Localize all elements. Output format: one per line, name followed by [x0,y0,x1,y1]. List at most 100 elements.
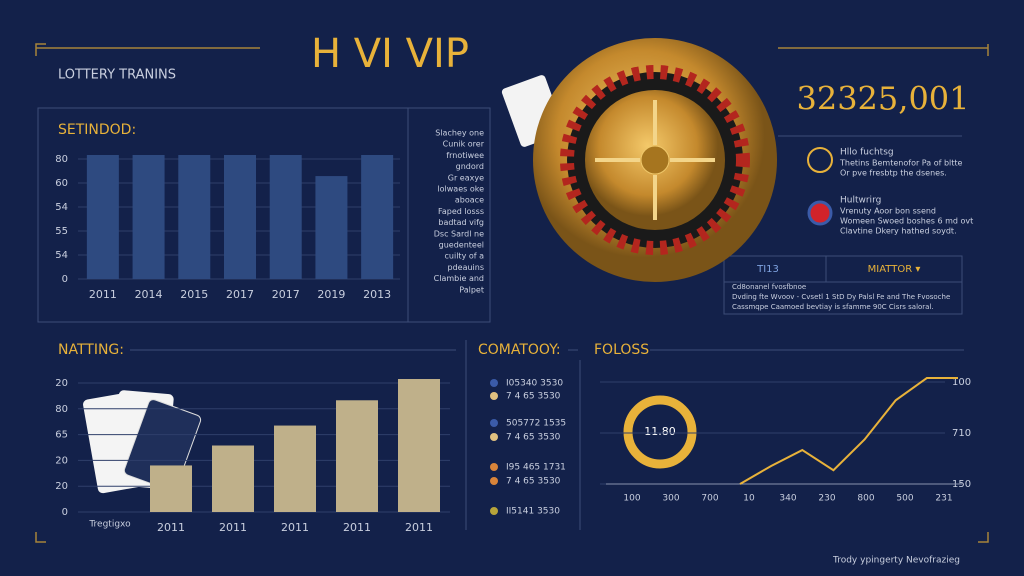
side-note: cuilty of a [445,252,485,261]
note-line: Dvding fte Wvoov - Cvsetl 1 StD Dy Palsl… [732,293,950,301]
legend-text: 7 4 65 3530 [506,477,561,487]
gauge [623,395,697,469]
y-tick-label: 80 [55,404,68,415]
roulette [501,38,777,282]
side-note: Cunik orer [443,140,485,149]
bar [398,379,440,512]
side-note: Dsc Sardl ne [434,229,484,238]
y-tick-label: 55 [55,226,68,237]
x-tick-label: 2017 [226,288,254,301]
big-number: 32325,001 [796,80,969,118]
note-line: Cassmqpe Caamoed bevtiay is sfamme 90C C… [732,303,934,311]
x-tick-label: 2011 [281,521,309,534]
bar [269,155,302,279]
y-tick-label: 54 [55,250,68,261]
x-tick-label: 2011 [343,521,371,534]
y-tick-label: 20 [55,481,68,492]
side-note: pdeauins [447,263,484,272]
note-line: Clavtine Dkery hathed soydt. [840,227,957,236]
side-note: Gr eaxye [448,173,484,182]
footer: Trody ypingerty Nevofrazieg [832,556,960,566]
x-tick-label: 2017 [272,288,300,301]
legend-text: I05340 3530 [506,379,563,389]
x-tick-label: 2013 [363,288,391,301]
gauge-label: 11.80 [644,425,676,438]
x-tick-label: 100 [623,494,640,504]
bar [315,176,348,279]
legend-marker [807,200,833,226]
legend-dot [490,392,498,400]
bar [336,400,378,512]
x-tick-label: 800 [857,494,874,504]
bar [178,155,211,279]
side-note: guedenteel [439,241,484,250]
x-tick-label: 230 [818,494,835,504]
title: H VI VIP [311,31,469,77]
x-tick-label: 231 [935,494,952,504]
table-cell: TI13 [756,264,779,275]
x-tick-label: 2011 [405,521,433,534]
table-cell: MIATTOR ▾ [868,264,921,275]
legend-title: Hultwrirg [840,196,881,206]
legend-dot [490,379,498,387]
legend-marker [807,147,833,173]
legend-dot [490,477,498,485]
bar [212,445,254,512]
side-note: frnotiwee [446,151,484,160]
note-line: Cd8onanel fvosfbnoe [732,283,806,291]
x-tick-label: 2011 [89,288,117,301]
side-note: gndord [456,162,484,171]
panel-lines [37,107,964,530]
x-tick-label: 500 [896,494,913,504]
y-tick-label: 710 [952,428,971,439]
y-tick-label: 0 [62,507,68,518]
bar [274,425,316,512]
x-tick-label: 2011 [219,521,247,534]
y-tick-label: 60 [55,178,68,189]
y-tick-label: 65 [55,430,68,441]
side-note: aboace [455,196,484,205]
x-tick-label: 340 [779,494,796,504]
bar [150,465,192,512]
y-tick-label: 80 [55,154,68,165]
subtitle: LOTTERY TRANINS [58,68,176,83]
bar [361,155,394,279]
legend-text: 505772 1535 [506,419,566,429]
legend-text: I95 465 1731 [506,463,566,473]
legend-dot [490,433,498,441]
note-line: Womeen Swoed boshes 6 md ovt [840,217,973,226]
legend-text: 7 4 65 3530 [506,392,561,402]
x-tick-label: 300 [662,494,679,504]
y-tick-label: 54 [55,202,68,213]
y-tick-label: 0 [62,274,68,285]
bar [86,155,119,279]
side-note: Clambie and [434,274,484,283]
side-note: Slachey one [435,129,484,138]
chart-title: SETINDOD: [58,122,136,138]
frame [35,43,989,543]
side-note: Palpet [459,285,484,294]
legend-dot [490,419,498,427]
x-tick-label: 700 [701,494,718,504]
bar [224,155,256,279]
side-note: Faped losss [438,207,484,216]
chart-title: NATTING: [58,342,124,358]
y-tick-label: 20 [55,455,68,466]
x-tick-label: 2014 [135,288,163,301]
x-tick-label: 2015 [180,288,208,301]
x-tick-label: 10 [743,494,755,504]
side-note: lolwaes oke [437,185,484,194]
cards [83,390,202,494]
note-line: Vrenuty Aoor bon ssend [840,207,936,216]
axis-note: Tregtigxo [88,520,131,530]
y-tick-label: 100 [952,377,971,388]
bar [132,155,165,279]
note-line: Thetins Bemtenofor Pa of bltte [839,159,963,168]
legend-dot [490,463,498,471]
side-note: badtad vifg [438,218,484,227]
chart-title: FOLOSS [594,342,649,358]
legend-text: 7 4 65 3530 [506,433,561,443]
legend-title: Hllo fuchtsg [840,148,894,158]
legend-dot [490,507,498,515]
